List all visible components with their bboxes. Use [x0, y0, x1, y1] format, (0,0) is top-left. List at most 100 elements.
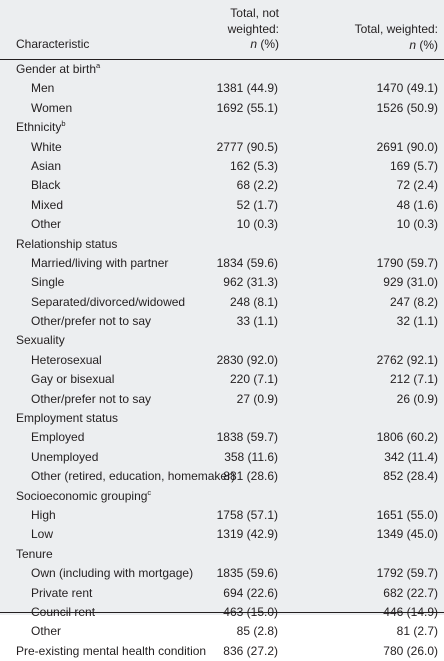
header-col-unweighted-line1: Total, not: [230, 6, 279, 20]
row-label-text: Relationship status: [16, 236, 118, 251]
row-label-text: Employment status: [16, 411, 119, 426]
value-unweighted: 1758 (57.1): [216, 507, 278, 522]
row-label-text: Married/living with partner: [31, 255, 169, 270]
table-row: High 1758 (57.1) 1651 (55.0): [0, 506, 444, 525]
footnote-marker: c: [147, 487, 152, 497]
row-label: Other (retired, education, homemaker): [31, 467, 235, 486]
value-weighted: 32 (1.1): [396, 314, 438, 329]
value-weighted: 212 (7.1): [389, 372, 438, 387]
header-col-weighted-n: n: [409, 37, 416, 52]
value-unweighted: 2777 (90.5): [216, 139, 278, 154]
row-label: Unemployed: [31, 448, 98, 467]
row-label: Tenure: [16, 545, 53, 564]
value-weighted: 1651 (55.0): [376, 507, 438, 522]
row-label-text: Other (retired, education, homemaker): [31, 469, 236, 484]
row-label: Gay or bisexual: [31, 370, 114, 389]
value-weighted: 2762 (92.1): [376, 352, 438, 367]
row-label: Asian: [31, 157, 61, 176]
value-unweighted: 2830 (92.0): [216, 352, 278, 367]
value-weighted: 1526 (50.9): [376, 100, 438, 115]
table-group-row: Pre-existing mental health condition 836 …: [0, 642, 444, 661]
table-row: Low 1319 (42.9) 1349 (45.0): [0, 525, 444, 544]
table-group-row: Sexuality: [0, 331, 444, 350]
table-group-row: Employment status: [0, 409, 444, 428]
value-weighted: 1470 (49.1): [376, 81, 438, 96]
row-label-text: Black: [31, 178, 61, 193]
value-unweighted: 220 (7.1): [229, 372, 278, 387]
value-weighted: 26 (0.9): [396, 391, 438, 406]
header-col-unweighted-line2: weighted:: [227, 21, 279, 36]
table-row: Own (including with mortgage) 1835 (59.6)…: [0, 564, 444, 583]
row-label-text: Other/prefer not to say: [31, 391, 152, 406]
row-label-text: Socioeconomic grouping: [16, 488, 148, 503]
row-label-text: White: [31, 139, 62, 154]
row-label: Employed: [31, 428, 84, 447]
value-weighted: 682 (22.7): [383, 585, 438, 600]
table-row: Single 962 (31.3) 929 (31.0): [0, 273, 444, 292]
table-group-row: Ethnicityb: [0, 118, 444, 137]
header-characteristic: Characteristic: [16, 37, 90, 51]
row-label-text: Separated/divorced/widowed: [31, 294, 186, 309]
bottom-rule: [0, 612, 444, 613]
row-label: High: [31, 506, 56, 525]
table-body: Gender at birtha Men 1381 (44.9) 1470 (49.1…: [0, 60, 444, 661]
value-unweighted: 1838 (59.7): [216, 430, 278, 445]
row-label: Men: [31, 79, 54, 98]
table-row: Private rent 694 (22.6) 682 (22.7): [0, 584, 444, 603]
row-label-text: Tenure: [16, 546, 53, 561]
row-label: Private rent: [31, 584, 92, 603]
table-group-row: Relationship status: [0, 235, 444, 254]
value-unweighted: 33 (1.1): [236, 314, 278, 329]
table-row: Separated/divorced/widowed 248 (8.1) 247 (…: [0, 293, 444, 312]
row-label: Other/prefer not to say: [31, 390, 151, 409]
row-label: Black: [31, 176, 60, 195]
row-label: Low: [31, 525, 53, 544]
value-weighted: 81 (2.7): [396, 624, 438, 639]
row-label-text: Asian: [31, 158, 62, 173]
value-weighted: 72 (2.4): [396, 178, 438, 193]
value-unweighted: 52 (1.7): [236, 197, 278, 212]
value-unweighted: 162 (5.3): [229, 158, 278, 173]
value-unweighted: 1835 (59.6): [216, 566, 278, 581]
table-row: Mixed 52 (1.7) 48 (1.6): [0, 196, 444, 215]
row-label: Heterosexual: [31, 351, 102, 370]
row-label-text: Women: [31, 100, 73, 115]
row-label: Gender at birtha: [16, 60, 100, 79]
row-label-text: Other/prefer not to say: [31, 314, 152, 329]
row-label-text: Low: [31, 527, 54, 542]
row-label-text: Men: [31, 81, 55, 96]
row-label-text: Single: [31, 275, 65, 290]
row-label-text: High: [31, 507, 56, 522]
row-label-text: Other: [31, 624, 62, 639]
table-row: Other 85 (2.8) 81 (2.7): [0, 622, 444, 641]
value-weighted: 342 (11.4): [384, 449, 438, 464]
row-label-text: Gay or bisexual: [31, 372, 115, 387]
value-unweighted: 962 (31.3): [223, 275, 278, 290]
header-col-weighted-line1: Total, weighted:: [354, 22, 438, 36]
row-label-text: Heterosexual: [31, 352, 102, 367]
row-label: Mixed: [31, 196, 63, 215]
table-group-row: Socioeconomic groupingc: [0, 487, 444, 506]
row-label: Ethnicityb: [16, 118, 66, 137]
row-label: Married/living with partner: [31, 254, 168, 273]
table-row: White 2777 (90.5) 2691 (90.0): [0, 138, 444, 157]
row-label: Pre-existing mental health condition: [16, 642, 206, 661]
table-row: Asian 162 (5.3) 169 (5.7): [0, 157, 444, 176]
table-row: Other 10 (0.3) 10 (0.3): [0, 215, 444, 234]
table-group-row: Tenure: [0, 545, 444, 564]
table-row: Women 1692 (55.1) 1526 (50.9): [0, 99, 444, 118]
table-row: Married/living with partner 1834 (59.6) 17…: [0, 254, 444, 273]
table-group-row: Gender at birtha: [0, 60, 444, 79]
header-col-unweighted-n: n: [250, 37, 257, 51]
row-label-text: Employed: [31, 430, 85, 445]
value-unweighted: 358 (11.6): [224, 449, 278, 464]
value-weighted: 48 (1.6): [396, 197, 438, 212]
row-label: Women: [31, 99, 72, 118]
value-weighted: 1349 (45.0): [376, 527, 438, 542]
value-unweighted: 836 (27.2): [223, 643, 278, 658]
table-header: Characteristic Total, not weighted: n (%…: [0, 0, 444, 60]
value-weighted: 780 (26.0): [383, 643, 438, 658]
row-label-text: Ethnicity: [16, 120, 62, 135]
row-label: Sexuality: [16, 331, 65, 350]
